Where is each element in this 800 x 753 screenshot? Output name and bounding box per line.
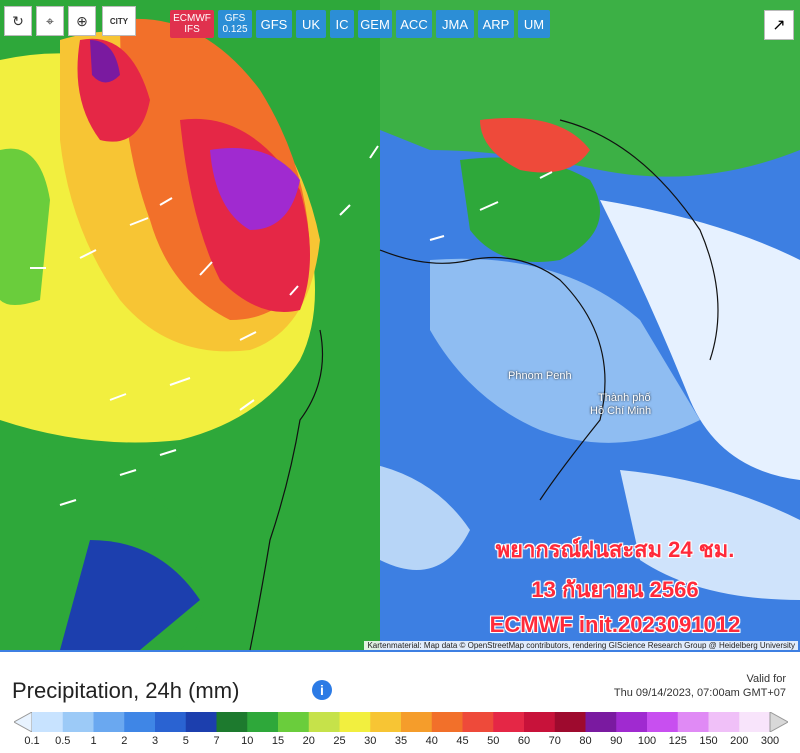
legend-panel: Precipitation, 24h (mm) i Valid for Thu … bbox=[0, 660, 800, 753]
map-toolbar: ↻ ⌖ ⊕ CITY ECMWF IFS GFS 0.125 GFS UK IC G… bbox=[0, 4, 800, 40]
model-ic-button[interactable]: IC bbox=[330, 10, 354, 38]
legend-swatch bbox=[647, 712, 679, 732]
info-icon[interactable]: i bbox=[312, 680, 332, 700]
legend-swatch bbox=[185, 712, 217, 732]
legend-tick: 125 bbox=[668, 735, 687, 747]
model-um-button[interactable]: UM bbox=[518, 10, 550, 38]
refresh-icon[interactable]: ↻ bbox=[4, 6, 32, 36]
legend-tick: 45 bbox=[456, 735, 469, 747]
legend-tick: 25 bbox=[333, 735, 346, 747]
legend-tick: 3 bbox=[151, 735, 159, 747]
zoom-icon[interactable]: ⊕ bbox=[68, 6, 96, 36]
legend-tick: 35 bbox=[394, 735, 408, 747]
legend-swatch bbox=[708, 712, 740, 732]
legend-swatch bbox=[339, 712, 371, 732]
legend-title: Precipitation, 24h (mm) bbox=[12, 678, 240, 703]
legend-tick: 0.1 bbox=[24, 735, 40, 747]
legend-left-arrow bbox=[14, 712, 33, 732]
legend-tick: 300 bbox=[760, 735, 780, 747]
model-gem-button[interactable]: GEM bbox=[358, 10, 392, 38]
legend-swatch bbox=[247, 712, 279, 732]
legend-tick: 200 bbox=[730, 735, 749, 747]
overlay-date: 13 กันยายน 2566 bbox=[531, 577, 699, 602]
legend-swatch bbox=[278, 712, 310, 732]
legend-tick: 2 bbox=[121, 735, 128, 747]
legend-tick: 30 bbox=[364, 735, 377, 747]
valid-time: Valid for Thu 09/14/2023, 07:00am GMT+07 bbox=[613, 673, 786, 699]
legend-swatch bbox=[493, 712, 525, 732]
legend-tick: 50 bbox=[487, 735, 500, 747]
precipitation-map[interactable]: Phnom Penh Thành phố Hồ Chí Minh พยากรณ์… bbox=[0, 0, 800, 652]
legend-swatch bbox=[370, 712, 402, 732]
legend-swatch bbox=[93, 712, 125, 732]
legend-tick: 15 bbox=[271, 735, 285, 747]
city-phnom-penh: Phnom Penh bbox=[508, 370, 572, 382]
legend-swatch bbox=[585, 712, 617, 732]
map-attribution: Kartenmaterial: Map data © OpenStreetMap… bbox=[364, 641, 798, 650]
legend-swatch bbox=[462, 712, 494, 732]
model-ecmwf-ifs-button[interactable]: ECMWF IFS bbox=[170, 10, 214, 38]
city-toggle-button[interactable]: CITY bbox=[102, 6, 136, 36]
legend-swatch bbox=[616, 712, 648, 732]
share-icon[interactable]: ↗ bbox=[764, 10, 794, 40]
legend-swatch bbox=[32, 712, 64, 732]
city-hcmc-line2: Hồ Chí Minh bbox=[590, 405, 652, 417]
legend-swatch bbox=[431, 712, 463, 732]
legend-tick: 5 bbox=[182, 735, 189, 747]
legend-tick: 1 bbox=[90, 735, 97, 747]
legend-tick: 40 bbox=[425, 735, 438, 747]
color-scale-ticks: 0.1 0.5 1 2 3 5 7 10 15 20 25 30 35 40 45 50 60 70 80 90 100… bbox=[0, 735, 800, 751]
model-uk-button[interactable]: UK bbox=[296, 10, 326, 38]
model-gfs-0125-button[interactable]: GFS 0.125 bbox=[218, 10, 252, 38]
legend-swatch bbox=[739, 712, 771, 732]
legend-swatch bbox=[554, 712, 586, 732]
legend-tick: 150 bbox=[699, 735, 718, 747]
legend-tick: 20 bbox=[302, 735, 315, 747]
location-pin-icon[interactable]: ⌖ bbox=[36, 6, 64, 36]
legend-swatch bbox=[308, 712, 340, 732]
color-scale-bar bbox=[14, 712, 788, 732]
legend-tick: 70 bbox=[548, 735, 561, 747]
legend-swatch bbox=[677, 712, 709, 732]
overlay-init: ECMWF init.2023091012 bbox=[489, 612, 741, 637]
city-hcmc-line1: Thành phố bbox=[598, 392, 651, 404]
model-gfs-button[interactable]: GFS bbox=[256, 10, 292, 38]
legend-tick: 90 bbox=[610, 735, 623, 747]
legend-swatch bbox=[524, 712, 556, 732]
legend-swatch bbox=[62, 712, 94, 732]
overlay-title: พยากรณ์ฝนสะสม 24 ชม. bbox=[495, 537, 735, 562]
model-arp-button[interactable]: ARP bbox=[478, 10, 514, 38]
legend-tick: 80 bbox=[579, 735, 592, 747]
legend-tick: 0.5 bbox=[55, 735, 71, 747]
legend-swatch bbox=[124, 712, 156, 732]
legend-right-arrow bbox=[769, 712, 788, 732]
model-acc-button[interactable]: ACC bbox=[396, 10, 432, 38]
legend-swatch bbox=[155, 712, 187, 732]
legend-swatch bbox=[216, 712, 248, 732]
legend-tick: 60 bbox=[517, 735, 531, 747]
legend-tick: 10 bbox=[241, 735, 254, 747]
model-jma-button[interactable]: JMA bbox=[436, 10, 474, 38]
legend-tick: 7 bbox=[213, 735, 220, 747]
legend-tick: 100 bbox=[637, 735, 657, 747]
legend-swatch bbox=[401, 712, 433, 732]
